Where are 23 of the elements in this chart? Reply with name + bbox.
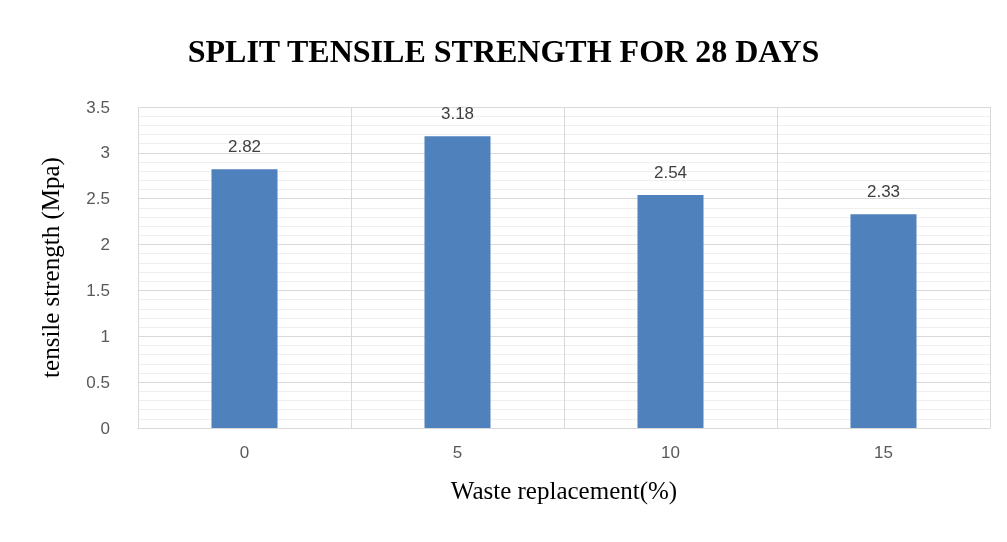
- data-label: 2.82: [227, 137, 262, 157]
- data-label: 2.33: [866, 182, 901, 202]
- data-label: 2.54: [653, 163, 688, 183]
- y-tick-label: 0.5: [86, 372, 110, 392]
- y-tick-label: 1.5: [86, 280, 110, 300]
- y-tick-label: 2: [100, 235, 110, 255]
- data-label: 3.18: [440, 104, 475, 124]
- x-tick-label: 10: [661, 443, 680, 462]
- y-tick-label: 2.5: [86, 189, 110, 209]
- chart-title: SPLIT TENSILE STRENGTH FOR 28 DAYS: [187, 33, 820, 69]
- x-tick-label: 5: [452, 443, 463, 462]
- y-tick-label: 3: [100, 143, 110, 163]
- x-tick-label: 15: [874, 443, 893, 462]
- bar: [424, 136, 491, 428]
- y-axis-title: tensile strength (Mpa): [37, 157, 65, 378]
- bar: [637, 195, 704, 428]
- x-tick-label: 0: [239, 443, 250, 462]
- bar: [850, 214, 917, 428]
- x-axis-title: Waste replacement(%): [450, 477, 678, 505]
- y-tick-label: 3.5: [86, 97, 110, 117]
- bar: [211, 169, 278, 428]
- y-tick-label: 0: [100, 418, 110, 438]
- y-tick-label: 1: [100, 326, 110, 346]
